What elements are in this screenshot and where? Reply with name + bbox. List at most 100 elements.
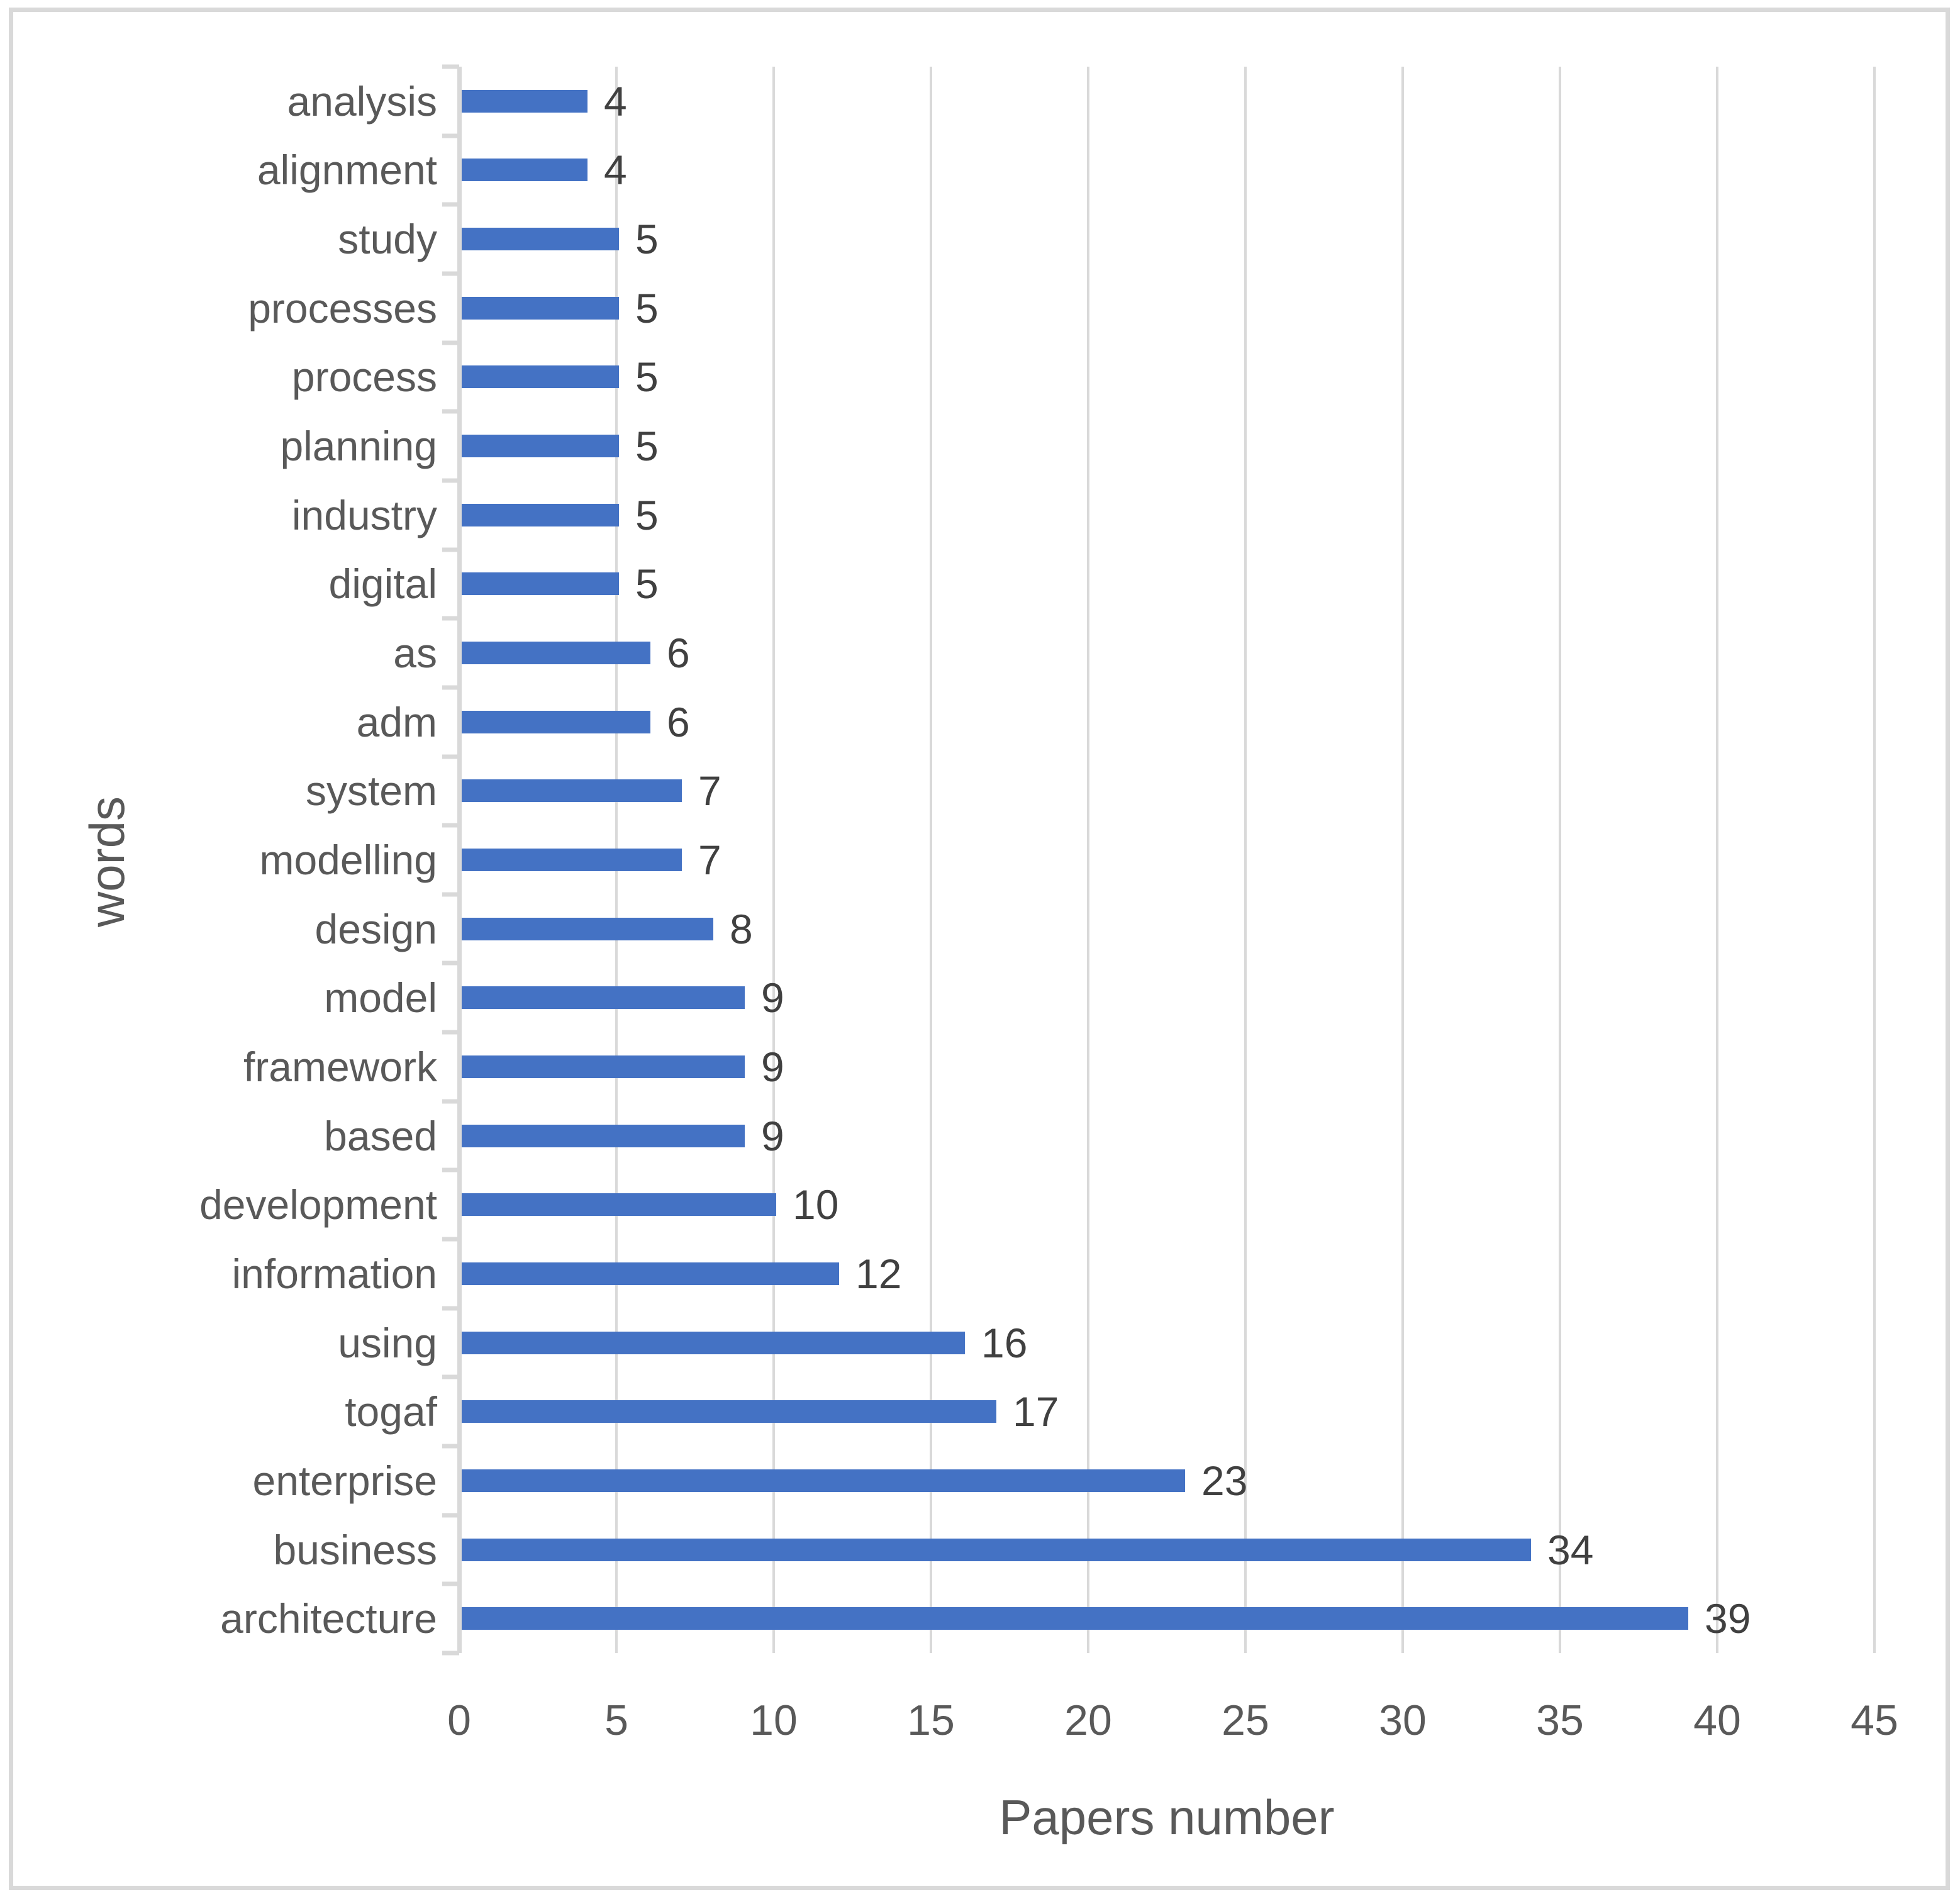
bar-row-alignment: 4 xyxy=(459,136,1874,205)
y-axis-tick xyxy=(442,616,459,621)
data-label-processes: 5 xyxy=(635,284,659,331)
x-axis-title: Papers number xyxy=(999,1790,1335,1845)
bar-row-industry: 5 xyxy=(459,481,1874,550)
bar-row-information: 12 xyxy=(459,1239,1874,1308)
x-tick-label-45: 45 xyxy=(1851,1696,1898,1744)
y-axis-tick xyxy=(442,1374,459,1379)
bar-development xyxy=(462,1193,776,1217)
category-label-modelling: modelling xyxy=(259,836,438,883)
y-axis-tick xyxy=(442,961,459,966)
bar-row-architecture: 39 xyxy=(459,1584,1874,1653)
category-axis-labels: analysis alignment study processes process pl… xyxy=(0,67,437,1653)
bar-row-study: 5 xyxy=(459,204,1874,274)
y-axis-tick xyxy=(442,1030,459,1035)
y-axis-tick xyxy=(442,1167,459,1172)
bar-row-enterprise: 23 xyxy=(459,1446,1874,1515)
data-label-process: 5 xyxy=(635,354,659,401)
bar-system xyxy=(462,779,682,803)
plot-area: 4 4 5 5 5 5 5 5 6 6 7 7 8 9 9 9 10 12 16 17 23 34 39 xyxy=(442,64,1876,1656)
x-tick-label-10: 10 xyxy=(750,1696,798,1744)
bar-row-business: 34 xyxy=(459,1515,1874,1584)
bar-adm xyxy=(462,710,650,733)
y-axis-tick xyxy=(442,823,459,828)
x-tick-label-0: 0 xyxy=(447,1696,471,1744)
gridline-x-30 xyxy=(1401,67,1404,1653)
gridline-x-40 xyxy=(1716,67,1718,1653)
bar-row-adm: 6 xyxy=(459,688,1874,757)
y-axis-tick xyxy=(442,64,459,69)
gridline-x-45 xyxy=(1873,67,1876,1653)
data-label-design: 8 xyxy=(730,905,753,952)
bar-row-system: 7 xyxy=(459,757,1874,826)
bar-row-as: 6 xyxy=(459,618,1874,688)
y-axis-tick xyxy=(442,271,459,276)
x-tick-label-40: 40 xyxy=(1693,1696,1741,1744)
bar-information xyxy=(462,1262,839,1285)
y-axis-tick xyxy=(442,340,459,345)
y-axis-tick xyxy=(442,202,459,207)
bar-row-togaf: 17 xyxy=(459,1377,1874,1446)
x-tick-label-15: 15 xyxy=(907,1696,955,1744)
bar-row-model: 9 xyxy=(459,963,1874,1032)
bar-digital xyxy=(462,572,619,596)
bar-as xyxy=(462,642,650,665)
data-label-analysis: 4 xyxy=(604,77,627,125)
x-axis-tick-labels: 0 5 10 15 20 25 30 35 40 45 xyxy=(447,1692,1898,1749)
bar-enterprise xyxy=(462,1469,1185,1492)
data-label-enterprise: 23 xyxy=(1201,1457,1248,1504)
y-axis-tick xyxy=(442,1099,459,1104)
category-label-togaf: togaf xyxy=(345,1388,437,1435)
data-label-business: 34 xyxy=(1547,1526,1594,1573)
category-label-study: study xyxy=(338,216,437,263)
gridline-x-10 xyxy=(772,67,775,1653)
y-axis-tick xyxy=(442,1581,459,1586)
bar-row-modelling: 7 xyxy=(459,825,1874,894)
bar-industry xyxy=(462,503,619,526)
bar-row-process: 5 xyxy=(459,343,1874,412)
bar-model xyxy=(462,986,745,1010)
y-axis-tick xyxy=(442,1306,459,1311)
y-axis-tick xyxy=(442,133,459,138)
x-tick-label-35: 35 xyxy=(1536,1696,1584,1744)
y-axis-tick xyxy=(442,685,459,690)
category-label-business: business xyxy=(273,1526,438,1573)
category-label-based: based xyxy=(324,1112,437,1159)
category-label-alignment: alignment xyxy=(257,147,437,194)
data-label-development: 10 xyxy=(793,1181,839,1228)
bar-row-planning: 5 xyxy=(459,411,1874,481)
bar-row-design: 8 xyxy=(459,894,1874,964)
y-axis-tick xyxy=(442,1444,459,1449)
y-axis-tick xyxy=(442,547,459,552)
category-label-planning: planning xyxy=(280,423,437,470)
category-label-model: model xyxy=(324,974,437,1022)
bar-row-digital: 5 xyxy=(459,550,1874,619)
data-label-using: 16 xyxy=(981,1319,1028,1366)
bar-processes xyxy=(462,296,619,320)
gridline-x-35 xyxy=(1559,67,1561,1653)
bar-row-processes: 5 xyxy=(459,274,1874,343)
bar-process xyxy=(462,365,619,389)
bar-analysis xyxy=(462,89,587,113)
category-label-information: information xyxy=(231,1250,438,1297)
y-axis-tick xyxy=(442,409,459,414)
bar-planning xyxy=(462,435,619,458)
data-label-model: 9 xyxy=(761,974,784,1022)
category-label-development: development xyxy=(199,1181,437,1228)
category-label-as: as xyxy=(393,630,437,677)
gridline-x-15 xyxy=(930,67,932,1653)
category-label-design: design xyxy=(315,905,438,952)
y-axis-tick xyxy=(442,754,459,759)
category-label-digital: digital xyxy=(328,560,437,608)
bar-row-using: 16 xyxy=(459,1308,1874,1378)
bar-architecture xyxy=(462,1607,1688,1630)
bar-row-development: 10 xyxy=(459,1170,1874,1239)
bar-business xyxy=(462,1538,1531,1561)
gridline-x-25 xyxy=(1244,67,1247,1653)
data-label-adm: 6 xyxy=(666,698,690,745)
x-tick-label-5: 5 xyxy=(604,1696,628,1744)
x-tick-label-30: 30 xyxy=(1379,1696,1427,1744)
data-label-study: 5 xyxy=(635,216,659,263)
category-label-processes: processes xyxy=(248,284,437,331)
y-axis-tick xyxy=(442,1513,459,1518)
